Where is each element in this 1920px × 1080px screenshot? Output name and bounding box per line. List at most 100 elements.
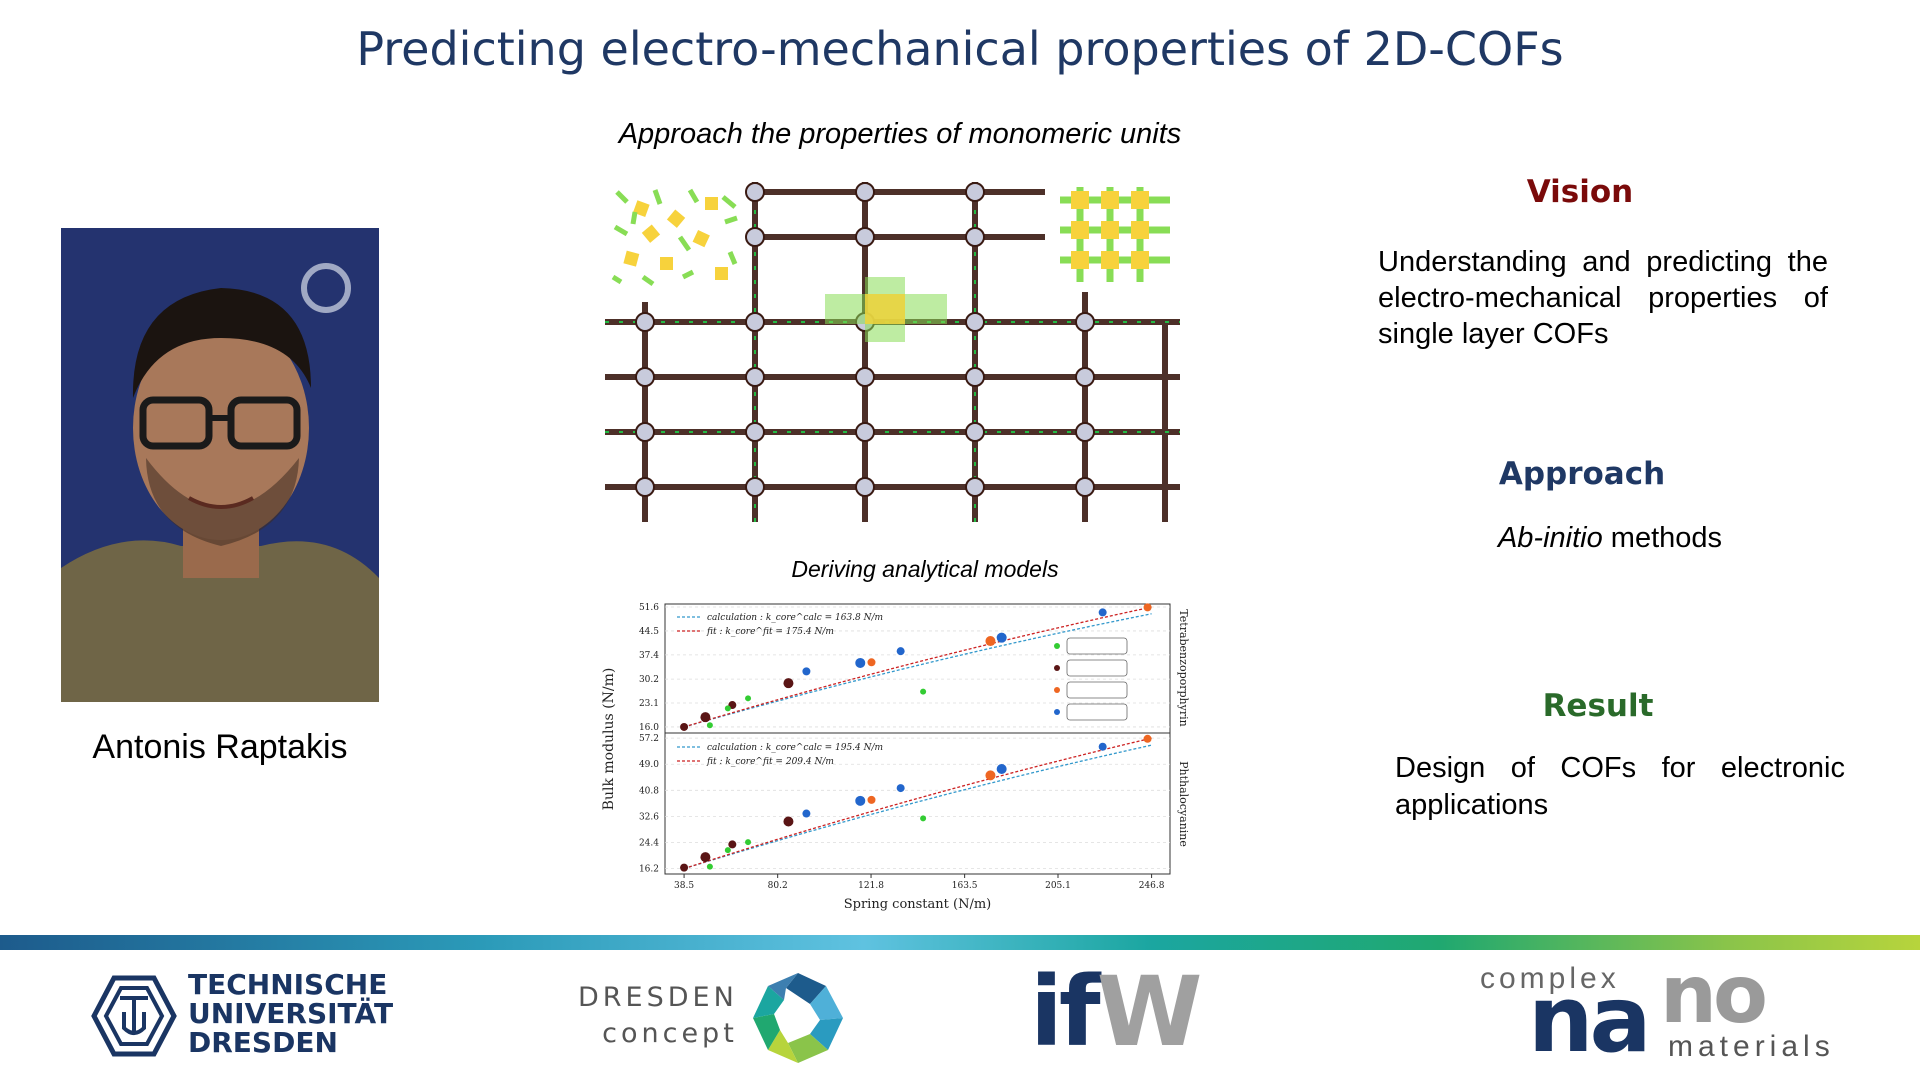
legend-monomer-marker — [1054, 687, 1060, 693]
data-point — [802, 809, 811, 818]
plot-frame — [664, 603, 1171, 875]
data-point — [855, 795, 866, 806]
x-tick-label: 163.5 — [952, 881, 978, 891]
legend-fit-label: fit : k_core^fit = 175.4 N/m — [706, 627, 834, 637]
panel-label: Tetrabenzoporphyrin — [1177, 609, 1190, 726]
approach-subtitle: Approach the properties of monomeric uni… — [618, 118, 1182, 150]
y-tick-label: 32.6 — [639, 812, 659, 822]
legend-monomer-structure — [1066, 659, 1128, 677]
ifw-if: if — [1030, 956, 1101, 1068]
data-point — [700, 712, 711, 723]
data-point — [1143, 734, 1152, 743]
approach-text: Ab-initio methods — [1400, 522, 1820, 555]
cnm-complex: complex — [1480, 962, 1620, 995]
panel-label: Phthalocyanine — [1177, 761, 1190, 847]
data-point — [706, 863, 713, 870]
legend-monomer-marker — [1054, 709, 1060, 715]
ifw-logo: ifW — [1030, 962, 1203, 1062]
calculation-line — [683, 613, 1152, 728]
data-point — [867, 795, 876, 804]
slide-title: Predicting electro-mechanical properties… — [356, 22, 1564, 76]
legend-calc-label: calculation : k_core^calc = 195.4 N/m — [707, 743, 883, 753]
y-tick-label: 49.0 — [639, 760, 659, 770]
data-point — [1098, 608, 1107, 617]
legend-monomer-marker — [1054, 665, 1060, 671]
x-tick-label: 246.8 — [1139, 881, 1165, 891]
y-tick-label: 24.4 — [639, 839, 659, 849]
legend-monomer-structure — [1066, 637, 1128, 655]
dc-line-1: DRESDEN — [578, 982, 738, 1013]
data-point — [680, 722, 689, 731]
dresden-concept-wordmark: DRESDEN concept — [578, 980, 738, 1052]
x-axis-label: Spring constant (N/m) — [844, 897, 992, 912]
dresden-concept-logo — [753, 973, 843, 1063]
data-point — [996, 632, 1007, 643]
models-caption: Deriving analytical models — [791, 556, 1059, 582]
vision-text: Understanding and predicting the electro… — [1378, 246, 1828, 350]
x-tick-label: 80.2 — [768, 881, 788, 891]
y-tick-label: 23.1 — [639, 699, 659, 709]
data-point — [724, 847, 731, 854]
data-point — [783, 678, 794, 689]
data-point — [706, 722, 713, 729]
approach-heading: Approach — [1498, 456, 1666, 492]
ifw-w: W — [1096, 956, 1203, 1068]
y-tick-label: 37.4 — [639, 651, 659, 661]
person-name: Antonis Raptakis — [92, 728, 348, 766]
data-point — [985, 636, 996, 647]
tu-line-2: UNIVERSITÄT — [188, 997, 394, 1030]
result-text: Design of COFs for electronic applicatio… — [1395, 752, 1845, 821]
legend-calc-label: calculation : k_core^calc = 163.8 N/m — [707, 613, 883, 623]
fit-line — [683, 606, 1152, 728]
data-point — [896, 647, 905, 656]
fit-line — [683, 737, 1152, 870]
data-point — [1098, 742, 1107, 751]
data-point — [728, 840, 737, 849]
legend-monomer-structure — [1066, 703, 1128, 721]
legend-fit-label: fit : k_core^fit = 209.4 N/m — [706, 757, 834, 767]
cnm-no: no — [1660, 948, 1768, 1041]
y-tick-label: 57.2 — [639, 734, 659, 744]
y-tick-label: 40.8 — [639, 786, 659, 796]
data-point — [680, 863, 689, 872]
y-tick-label: 51.6 — [639, 603, 659, 613]
data-point — [745, 695, 752, 702]
data-point — [745, 839, 752, 846]
data-point — [920, 815, 927, 822]
data-point — [985, 770, 996, 781]
data-point — [996, 764, 1007, 774]
y-tick-label: 16.0 — [639, 723, 659, 733]
data-point — [724, 705, 731, 712]
data-point — [1143, 603, 1152, 612]
cnm-na: na — [1528, 966, 1652, 1073]
gradient-divider — [0, 935, 1920, 950]
approach-text-rest: methods — [1602, 522, 1723, 554]
vision-heading: Vision — [1526, 174, 1634, 210]
tu-dresden-logo — [91, 975, 177, 1057]
result-heading: Result — [1542, 688, 1654, 724]
x-tick-label: 38.5 — [674, 881, 694, 891]
legend-monomer-structure — [1066, 681, 1128, 699]
x-tick-label: 205.1 — [1045, 881, 1071, 891]
data-point — [867, 658, 876, 667]
bulk-modulus-chart: 16.0 23.1 30.2 37.4 44.5 51.6 calculation : k_… — [601, 603, 1190, 912]
cof-lattice-illustration — [605, 182, 1180, 522]
y-tick-label: 30.2 — [639, 675, 659, 685]
data-point — [896, 784, 905, 793]
approach-text-italic: Ab-initio — [1497, 522, 1603, 554]
tu-line-1: TECHNISCHE — [188, 968, 388, 1001]
tu-line-3: DRESDEN — [188, 1026, 338, 1059]
data-point — [855, 657, 866, 668]
data-point — [920, 688, 927, 695]
x-tick-label: 121.8 — [858, 881, 884, 891]
y-tick-label: 16.2 — [639, 865, 659, 875]
legend-monomer-marker — [1054, 643, 1060, 649]
dc-line-2: concept — [602, 1018, 738, 1049]
data-point — [783, 816, 794, 827]
calculation-line — [683, 744, 1152, 870]
data-point — [700, 852, 711, 863]
y-tick-label: 44.5 — [639, 627, 659, 637]
cnm-materials: materials — [1668, 1030, 1835, 1063]
data-point — [802, 667, 811, 676]
portrait-photo — [61, 228, 379, 702]
